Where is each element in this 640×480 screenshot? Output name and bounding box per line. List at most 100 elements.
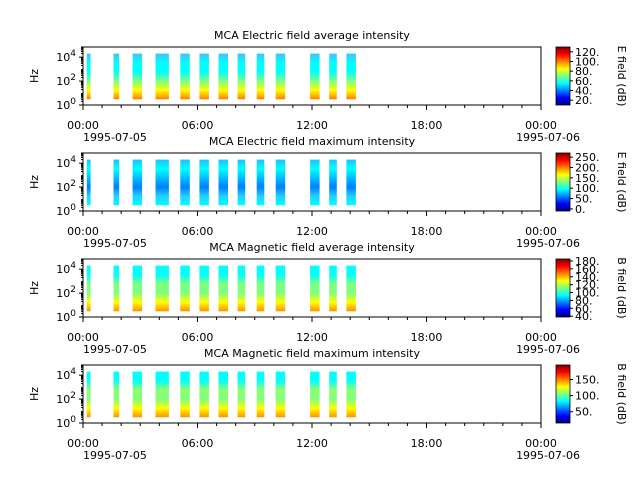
panel-title: MCA Magnetic field maximum intensity [204, 347, 420, 360]
data-stripe [218, 159, 228, 206]
x-date-label: 1995-07-06 [516, 131, 580, 144]
data-stripe [346, 371, 356, 418]
colorbar-tick-label: 80. [575, 65, 593, 78]
panel-1: MCA Electric field average intensity 100 1… [28, 29, 628, 144]
colorbar-tick-label: 180. [575, 255, 600, 268]
data-stripe [346, 53, 356, 100]
data-stripe [180, 371, 190, 418]
y-tick-label: 102 [56, 391, 76, 406]
data-stripe [132, 159, 143, 206]
data-stripe [256, 371, 265, 418]
y-tick-label: 102 [56, 285, 76, 300]
panel-4: MCA Magnetic field maximum intensity 100 1… [28, 347, 628, 462]
x-tick-label: 00:00 [67, 119, 99, 132]
y-tick-label: 100 [56, 415, 76, 430]
data-stripe [329, 159, 337, 206]
panel-title: MCA Magnetic field average intensity [209, 241, 415, 254]
data-stripe [155, 371, 169, 418]
x-date-label: 1995-07-06 [516, 343, 580, 356]
data-stripe [275, 371, 286, 418]
data-stripe [329, 53, 337, 100]
data-stripe [180, 53, 190, 100]
data-stripe [113, 371, 120, 418]
data-stripe [237, 371, 246, 418]
data-stripe [275, 265, 286, 312]
data-stripe [132, 265, 143, 312]
data-stripe [155, 159, 169, 206]
data-stripe [346, 159, 356, 206]
x-tick-label: 00:00 [67, 437, 99, 450]
x-tick-label: 06:00 [182, 119, 214, 132]
colorbar-tick-label: 160. [575, 263, 600, 276]
data-stripe [237, 159, 246, 206]
data-stripe [256, 265, 265, 312]
y-tick-label: 104 [56, 367, 76, 382]
y-axis-label: Hz [28, 175, 41, 189]
x-tick-label: 18:00 [411, 437, 443, 450]
x-tick-label: 18:00 [411, 225, 443, 238]
data-stripe [256, 53, 265, 100]
x-date-label: 1995-07-05 [83, 449, 147, 462]
x-tick-label: 18:00 [411, 331, 443, 344]
data-stripe [310, 159, 320, 206]
y-tick-label: 104 [56, 155, 76, 170]
data-stripe [237, 53, 246, 100]
data-stripe [346, 265, 356, 312]
y-tick-label: 104 [56, 49, 76, 64]
x-tick-label: 12:00 [296, 331, 328, 344]
x-date-label: 1995-07-05 [83, 343, 147, 356]
colorbar-tick-label: 250. [575, 151, 600, 164]
colorbar-tick-label: 100. [575, 287, 600, 300]
y-tick-label: 100 [56, 309, 76, 324]
data-stripe [86, 371, 91, 418]
colorbar [555, 364, 571, 424]
colorbar-label: E field (dB) [615, 46, 628, 107]
data-stripe [86, 265, 91, 312]
data-stripe [113, 265, 120, 312]
x-tick-label: 00:00 [525, 119, 557, 132]
colorbar-tick-label: 150. [575, 374, 600, 387]
x-tick-label: 12:00 [296, 437, 328, 450]
colorbar-tick-label: 60. [575, 302, 593, 315]
data-stripe [310, 53, 320, 100]
colorbar-tick-label: 60. [575, 75, 593, 88]
x-date-label: 1995-07-05 [83, 237, 147, 250]
data-stripe [199, 159, 209, 206]
x-tick-label: 00:00 [525, 225, 557, 238]
x-tick-label: 00:00 [67, 225, 99, 238]
y-axis-label: Hz [28, 281, 41, 295]
x-date-label: 1995-07-06 [516, 449, 580, 462]
data-stripe [86, 159, 91, 206]
x-tick-label: 12:00 [296, 225, 328, 238]
data-stripe [218, 265, 228, 312]
data-stripe [329, 371, 337, 418]
colorbar-tick-label: 140. [575, 271, 600, 284]
y-tick-label: 100 [56, 97, 76, 112]
colorbar-tick-label: 40. [575, 85, 593, 98]
y-tick-label: 102 [56, 179, 76, 194]
data-stripe [113, 53, 120, 100]
colorbar [555, 152, 571, 212]
data-stripe [310, 265, 320, 312]
y-tick-label: 100 [56, 203, 76, 218]
colorbar-tick-label: 100. [575, 56, 600, 69]
colorbar-tick-label: 40. [575, 310, 593, 323]
y-tick-label: 104 [56, 261, 76, 276]
colorbar-label: B field (dB) [615, 257, 628, 318]
y-tick-label: 102 [56, 73, 76, 88]
x-tick-label: 00:00 [525, 437, 557, 450]
data-stripe [155, 53, 169, 100]
data-stripe [180, 265, 190, 312]
data-stripe [218, 53, 228, 100]
panel-2: MCA Electric field maximum intensity 100 1… [28, 135, 628, 250]
colorbar-label: E field (dB) [615, 152, 628, 213]
colorbar-tick-label: 50. [575, 193, 593, 206]
data-stripe [155, 265, 169, 312]
colorbar-tick-label: 120. [575, 46, 600, 59]
data-stripe [310, 371, 320, 418]
x-tick-label: 00:00 [67, 331, 99, 344]
x-tick-label: 00:00 [525, 331, 557, 344]
x-date-label: 1995-07-06 [516, 237, 580, 250]
panel-title: MCA Electric field maximum intensity [209, 135, 416, 148]
